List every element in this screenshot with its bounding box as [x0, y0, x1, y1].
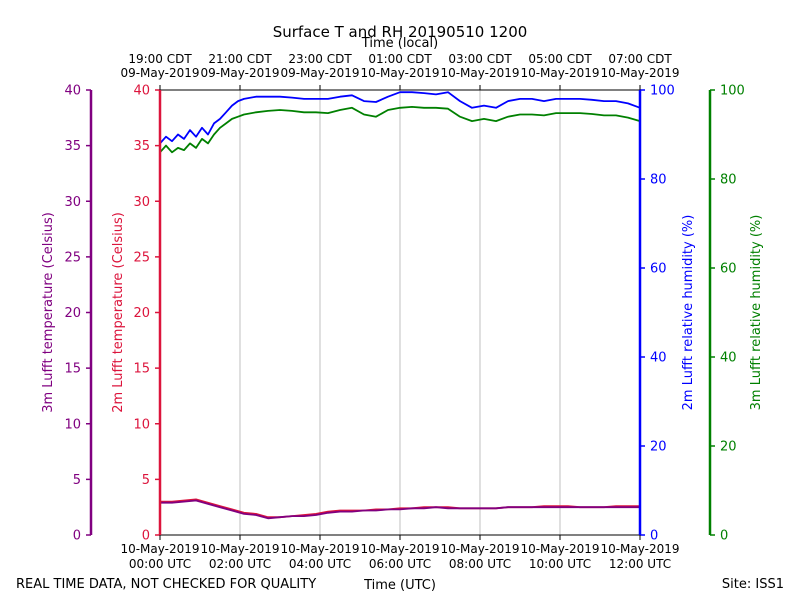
axis-label-temp3m: 3m Lufft temperature (Celsius)	[41, 212, 56, 413]
axes-group	[89, 89, 712, 536]
tick-label: 20	[133, 306, 150, 321]
site-label: Site: ISS1	[722, 577, 784, 592]
tick-label: 35	[133, 139, 150, 154]
tick-label: 30	[64, 195, 81, 210]
tick-label: 20	[720, 440, 737, 455]
tick-label: 40	[64, 84, 81, 99]
tick-label: 25	[133, 250, 150, 265]
tick-label: 10	[64, 417, 81, 432]
bottom-tick-time: 02:00 UTC	[209, 557, 271, 571]
tick-label: 40	[650, 351, 667, 366]
tick-label: 15	[64, 362, 81, 377]
tick-label: 5	[73, 473, 81, 488]
top-tick-date: 10-May-2019	[440, 66, 519, 80]
bottom-tick-time: 06:00 UTC	[369, 557, 431, 571]
bottom-tick-date: 10-May-2019	[360, 542, 439, 556]
bottom-tick-time: 12:00 UTC	[609, 557, 671, 571]
tick-label: 0	[720, 529, 728, 544]
tick-label: 30	[133, 195, 150, 210]
bottom-tick-date: 10-May-2019	[600, 542, 679, 556]
bottom-tick-time: 00:00 UTC	[129, 557, 191, 571]
x-axis-label: Time (UTC)	[363, 578, 436, 593]
bottom-tick-date: 10-May-2019	[200, 542, 279, 556]
ticks-group: 0 5 10 15 20 25 30 35 40 3m Lufft temperature (Ce…	[41, 52, 764, 571]
series-line-rh2m	[159, 91, 641, 145]
bottom-tick-date: 10-May-2019	[440, 542, 519, 556]
top-tick-date: 10-May-2019	[600, 66, 679, 80]
top-tick-time: 19:00 CDT	[128, 52, 192, 66]
top-axis-label: Time (local)	[361, 36, 438, 51]
tick-label: 0	[73, 529, 81, 544]
top-tick-time: 07:00 CDT	[608, 52, 672, 66]
bottom-tick-time: 10:00 UTC	[529, 557, 591, 571]
series-line-rh3m	[159, 106, 641, 154]
tick-label: 100	[720, 84, 745, 99]
bottom-tick-time: 08:00 UTC	[449, 557, 511, 571]
gridlines	[239, 90, 561, 535]
bottom-tick-date: 10-May-2019	[120, 542, 199, 556]
tick-label: 35	[64, 139, 81, 154]
tick-label: 40	[720, 351, 737, 366]
bottom-tick-time: 04:00 UTC	[289, 557, 351, 571]
top-tick-date: 09-May-2019	[200, 66, 279, 80]
series-group	[159, 91, 641, 520]
series-line-temp3m	[160, 499, 640, 520]
tick-label: 80	[650, 173, 667, 188]
tick-label: 25	[64, 250, 81, 265]
top-tick-date: 09-May-2019	[120, 66, 199, 80]
axis-label-rh2m: 2m Lufft relative humidity (%)	[681, 215, 696, 411]
tick-label: 0	[142, 529, 150, 544]
tick-label: 20	[64, 306, 81, 321]
tick-label: 60	[720, 262, 737, 277]
tick-label: 20	[650, 440, 667, 455]
top-tick-time: 05:00 CDT	[528, 52, 592, 66]
tick-label: 100	[650, 84, 675, 99]
top-tick-time: 03:00 CDT	[448, 52, 512, 66]
top-tick-date: 10-May-2019	[360, 66, 439, 80]
tick-label: 15	[133, 362, 150, 377]
top-tick-time: 01:00 CDT	[368, 52, 432, 66]
top-tick-date: 09-May-2019	[280, 66, 359, 80]
tick-label: 40	[133, 84, 150, 99]
axis-label-rh3m: 3m Lufft relative humidity (%)	[749, 215, 764, 411]
tick-label: 0	[650, 529, 658, 544]
top-tick-date: 10-May-2019	[520, 66, 599, 80]
tick-label: 80	[720, 173, 737, 188]
chart-title: Surface T and RH 20190510 1200	[273, 23, 528, 41]
bottom-tick-date: 10-May-2019	[520, 542, 599, 556]
top-tick-time: 23:00 CDT	[288, 52, 352, 66]
tick-label: 60	[650, 262, 667, 277]
series-line-temp2m	[160, 498, 640, 519]
bottom-tick-date: 10-May-2019	[280, 542, 359, 556]
top-tick-time: 21:00 CDT	[208, 52, 272, 66]
axis-label-temp2m: 2m Lufft temperature (Celsius)	[111, 212, 126, 413]
tick-label: 5	[142, 473, 150, 488]
tick-label: 10	[133, 417, 150, 432]
quality-disclaimer: REAL TIME DATA, NOT CHECKED FOR QUALITY	[16, 577, 316, 592]
